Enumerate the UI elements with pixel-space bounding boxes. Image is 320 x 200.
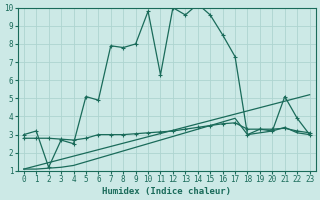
X-axis label: Humidex (Indice chaleur): Humidex (Indice chaleur) bbox=[102, 187, 231, 196]
